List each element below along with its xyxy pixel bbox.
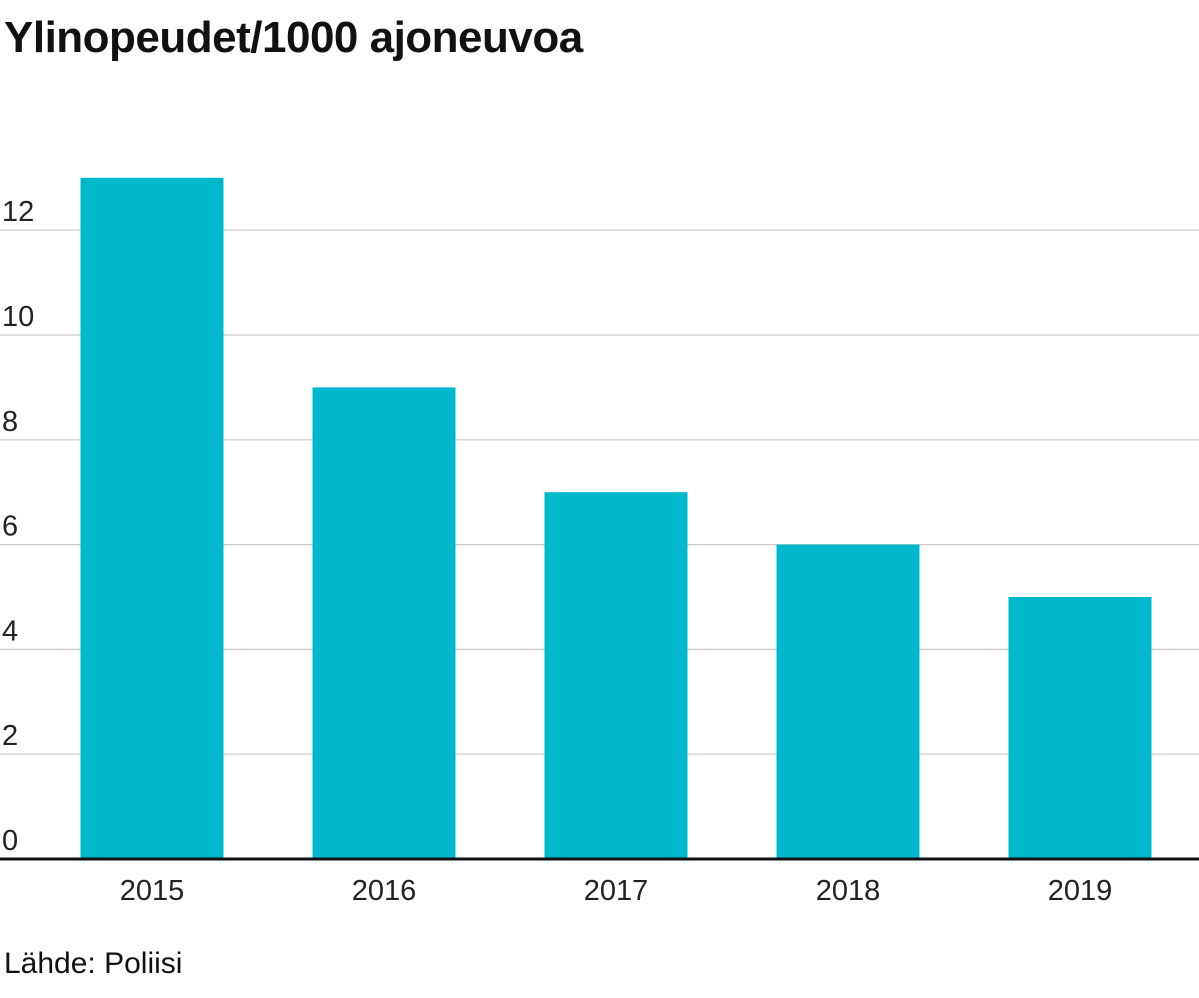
bar-2016 <box>312 387 456 859</box>
x-tick-label-2016: 2016 <box>352 875 417 907</box>
x-tick-label-2019: 2019 <box>1048 875 1113 907</box>
y-tick-label-4: 4 <box>2 615 18 647</box>
x-axis-ticks: 2015 2016 2017 2018 2019 <box>120 875 1113 907</box>
source-note: Lähde: Poliisi <box>4 947 183 980</box>
bar-2017 <box>544 492 688 859</box>
chart-title: Ylinopeudet/1000 ajoneuvoa <box>4 13 583 62</box>
x-tick-label-2017: 2017 <box>584 875 649 907</box>
bar-2018 <box>776 544 920 859</box>
bar-2019 <box>1008 597 1152 859</box>
x-tick-label-2018: 2018 <box>816 875 881 907</box>
y-tick-label-12: 12 <box>2 196 34 228</box>
y-tick-label-10: 10 <box>2 301 34 333</box>
y-tick-label-8: 8 <box>2 406 18 438</box>
bars <box>80 177 1152 860</box>
bar-2015 <box>80 177 224 860</box>
y-tick-label-0: 0 <box>2 825 18 857</box>
y-tick-label-6: 6 <box>2 511 18 543</box>
x-tick-label-2015: 2015 <box>120 875 185 907</box>
y-tick-label-2: 2 <box>2 720 18 752</box>
y-axis-ticks: 0 2 4 6 8 10 12 <box>2 196 34 857</box>
